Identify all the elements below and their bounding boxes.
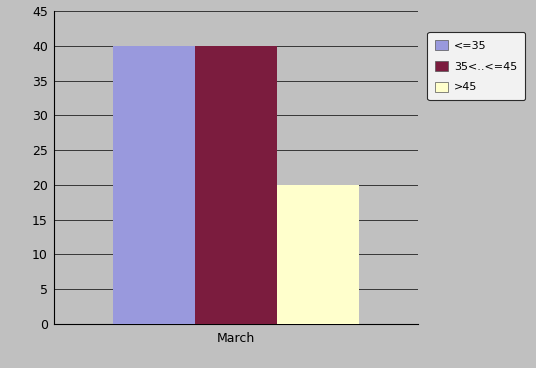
Bar [277, 185, 359, 324]
Legend: <=35, 35<..<=45, >45: <=35, 35<..<=45, >45 [427, 32, 525, 100]
Bar [195, 46, 277, 324]
Bar [113, 46, 195, 324]
